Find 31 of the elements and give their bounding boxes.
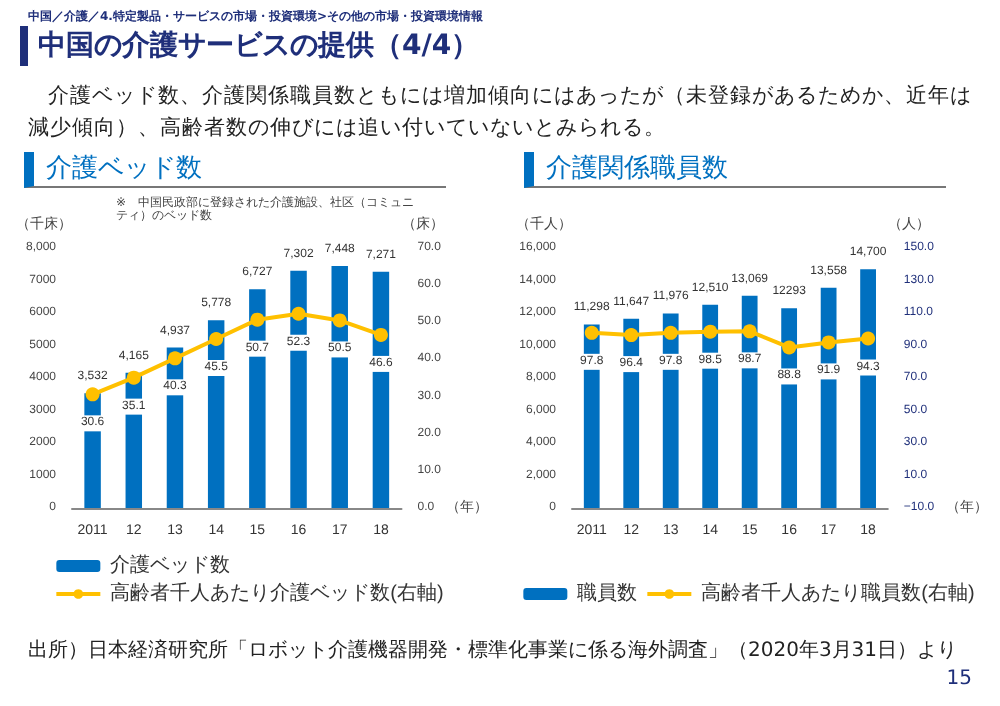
text: 15	[946, 668, 972, 690]
legend-label: 介護ベッド数	[110, 553, 231, 577]
point	[584, 325, 599, 340]
point	[742, 324, 757, 339]
bar	[290, 270, 307, 508]
point	[126, 370, 141, 385]
bar	[781, 308, 798, 508]
point	[250, 312, 265, 327]
point	[167, 351, 182, 366]
point	[85, 387, 100, 402]
chart-title: 介護ベッド数	[24, 152, 446, 188]
point	[332, 313, 347, 328]
point	[782, 340, 797, 355]
point	[624, 328, 639, 343]
legend-label: 高齢者千人あたり職員数(右軸)	[701, 581, 975, 605]
chart-title: 介護関係職員数	[524, 152, 946, 188]
bar	[860, 269, 876, 508]
bar	[741, 295, 758, 508]
point	[373, 327, 388, 342]
point	[663, 325, 678, 340]
text: 介護ベッド数、介護関係職員数ともには増加傾向にはあったが（未登録があるためか、近年は減少傾向）、高齢者数の伸びには追い付いていないとみられる。	[28, 82, 974, 144]
legend-label: 高齢者千人あたり介護ベッド数(右軸)	[110, 581, 444, 605]
bar	[372, 271, 390, 508]
text: 出所）日本経済研究所「ロボット介護機器開発・標準化事業に係る海外調査」（2020年3月31日）より	[28, 637, 958, 664]
point	[703, 324, 718, 339]
legend-label: 職員数	[577, 581, 638, 605]
point	[861, 331, 876, 346]
point	[291, 306, 306, 321]
text: 中国の介護サービスの提供（4/4）	[20, 26, 480, 66]
point	[209, 332, 224, 346]
point	[821, 335, 836, 350]
